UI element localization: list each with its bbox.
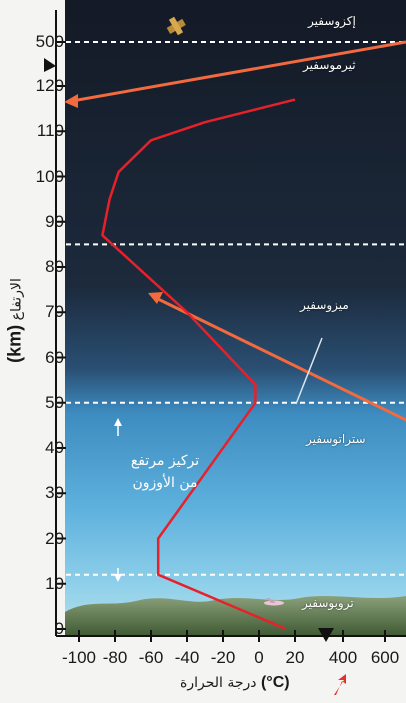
y-tick-label: 500 — [35, 32, 64, 51]
y-axis — [55, 10, 66, 636]
y-tick-label: 90 — [45, 211, 64, 231]
axis-break-x — [318, 628, 334, 642]
x-tick-label: -40 — [174, 648, 200, 667]
y-tick-label: 110 — [36, 121, 64, 141]
arrow-thermosphere — [71, 40, 406, 103]
label-exosphere: إكزوسفير — [308, 14, 356, 28]
x-tick-label: 0 — [254, 648, 264, 667]
axis-break-y — [44, 58, 56, 72]
temperature-profile-line — [101, 98, 296, 631]
x-tick-label: -100 — [61, 648, 97, 667]
x-tick-label: 400 — [328, 648, 358, 667]
y-axis-unit: (km) — [4, 324, 25, 363]
ozone-note: تركيز مرتفع من الأوزون — [120, 450, 210, 494]
arrowhead-thermosphere — [64, 94, 78, 108]
arrow-mesosphere — [155, 296, 406, 422]
layer-boundaries — [66, 41, 406, 576]
x-axis-title-text: درجة الحرارة — [180, 675, 257, 691]
y-tick-label: 60 — [45, 347, 64, 367]
y-axis-title-text: الارتفاع — [8, 278, 25, 321]
x-tick-label: 600 — [370, 648, 400, 667]
x-tick-label: -20 — [210, 648, 236, 667]
y-tick-label: 100 — [35, 166, 64, 186]
y-tick-label: 30 — [45, 483, 64, 503]
ozone-arrows — [114, 418, 122, 582]
y-tick-label: 70 — [45, 302, 64, 322]
pointer-mesosphere — [295, 337, 323, 405]
label-stratosphere: ستراتوسفير — [306, 432, 366, 446]
ozone-note-line2: من الأوزون — [132, 475, 198, 491]
layer-arrows — [64, 40, 406, 422]
y-tick-label: 80 — [45, 257, 64, 276]
x-tick-label: -80 — [102, 648, 128, 667]
label-troposphere: تروبوسفير — [302, 596, 354, 610]
y-tick-label: 40 — [45, 438, 64, 457]
satellite-icon — [166, 16, 186, 36]
x-axis — [56, 630, 406, 642]
label-thermosphere: ثيرموسفير — [303, 58, 356, 72]
y-tick-label: 120 — [35, 76, 64, 95]
y-tick-label: 50 — [45, 392, 64, 412]
y-tick-label: 10 — [45, 573, 64, 593]
sky-background — [65, 0, 406, 636]
x-axis-unit: (°C) — [260, 674, 290, 691]
label-mesosphere: ميزوسفير — [300, 298, 349, 312]
y-tick-label: 0 — [54, 619, 64, 638]
y-tick-label: 20 — [45, 528, 64, 548]
x-tick-label: 20 — [285, 648, 305, 667]
arrowhead-mesosphere — [148, 292, 163, 304]
ozone-note-line1: تركيز مرتفع — [130, 453, 200, 469]
x-axis-title: درجة الحرارة (°C) — [180, 674, 290, 692]
y-axis-title: (km) الارتفاع — [5, 266, 26, 376]
corner-arrow-icon — [334, 674, 346, 695]
ground-terrain — [65, 596, 406, 636]
x-tick-label: -60 — [138, 648, 164, 667]
airplane-icon — [264, 598, 284, 606]
